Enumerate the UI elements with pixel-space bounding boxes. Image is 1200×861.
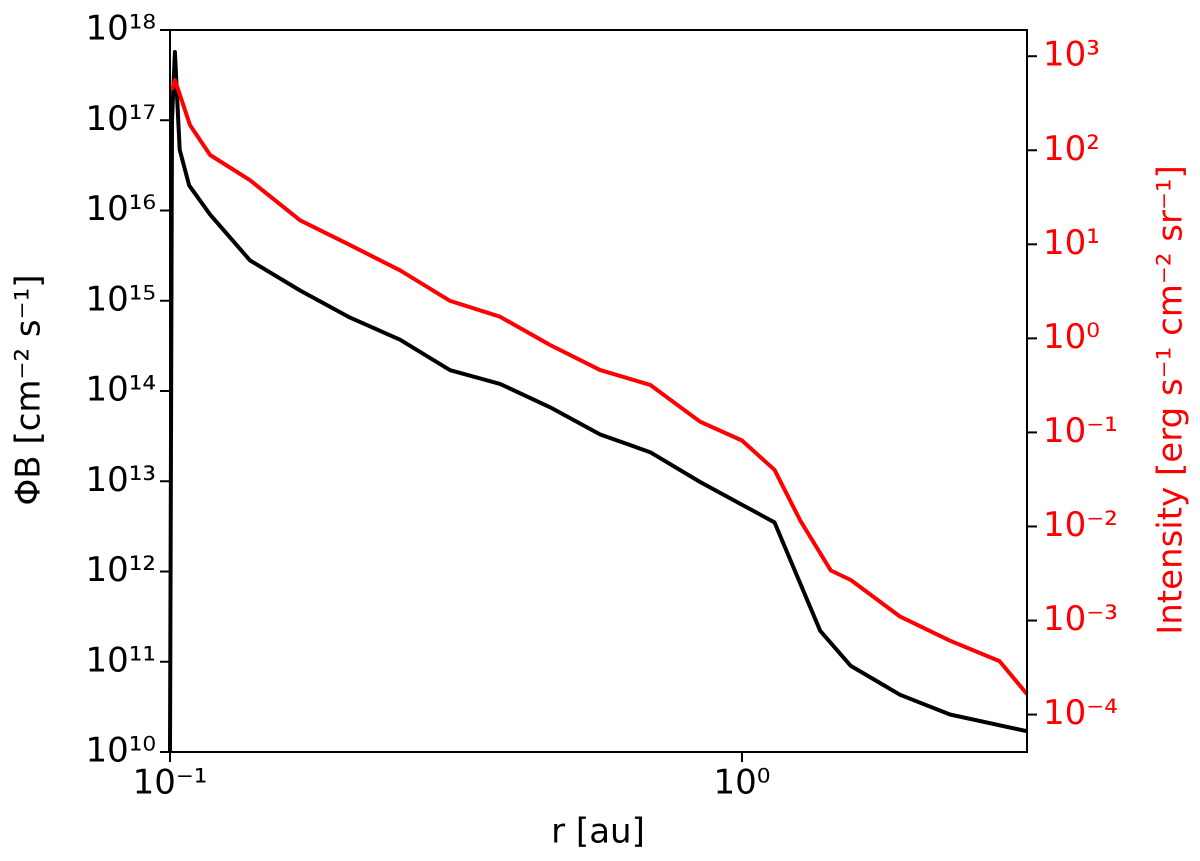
y2-tick-label: 10³ xyxy=(1043,35,1100,75)
y2-tick-label: 10⁻¹ xyxy=(1043,411,1118,451)
y2-axis-label: Intensity [erg s⁻¹ cm⁻² sr⁻¹] xyxy=(1151,165,1191,635)
y-tick-label: 10¹⁶ xyxy=(85,189,156,229)
y-tick-label: 10¹⁸ xyxy=(85,9,156,49)
y-tick-label: 10¹² xyxy=(85,550,156,590)
y-tick-label: 10¹⁷ xyxy=(85,99,156,139)
y2-tick-label: 10² xyxy=(1043,129,1100,169)
x-tick-label: 10⁻¹ xyxy=(133,763,208,803)
y-tick-label: 10¹⁵ xyxy=(85,279,156,319)
data-line xyxy=(168,50,1028,753)
y2-tick-label: 10⁰ xyxy=(1043,317,1100,357)
x-axis-label: r [au] xyxy=(551,812,645,852)
y-tick-label: 10¹³ xyxy=(85,460,156,500)
plot-frame xyxy=(169,29,1028,753)
y2-tick-label: 10⁻⁴ xyxy=(1043,693,1118,733)
y2-tick-label: 10¹ xyxy=(1043,223,1100,263)
y-tick-label: 10¹⁴ xyxy=(85,370,156,410)
x-tick-label: 10⁰ xyxy=(714,763,771,803)
y-tick-label: 10¹¹ xyxy=(85,640,156,680)
y2-tick-label: 10⁻³ xyxy=(1043,599,1118,639)
y-tick-label: 10¹⁰ xyxy=(85,731,156,771)
data-line xyxy=(170,77,1029,696)
y2-tick-label: 10⁻² xyxy=(1043,505,1118,545)
y-axis-label: ΦB [cm⁻² s⁻¹] xyxy=(9,275,49,506)
